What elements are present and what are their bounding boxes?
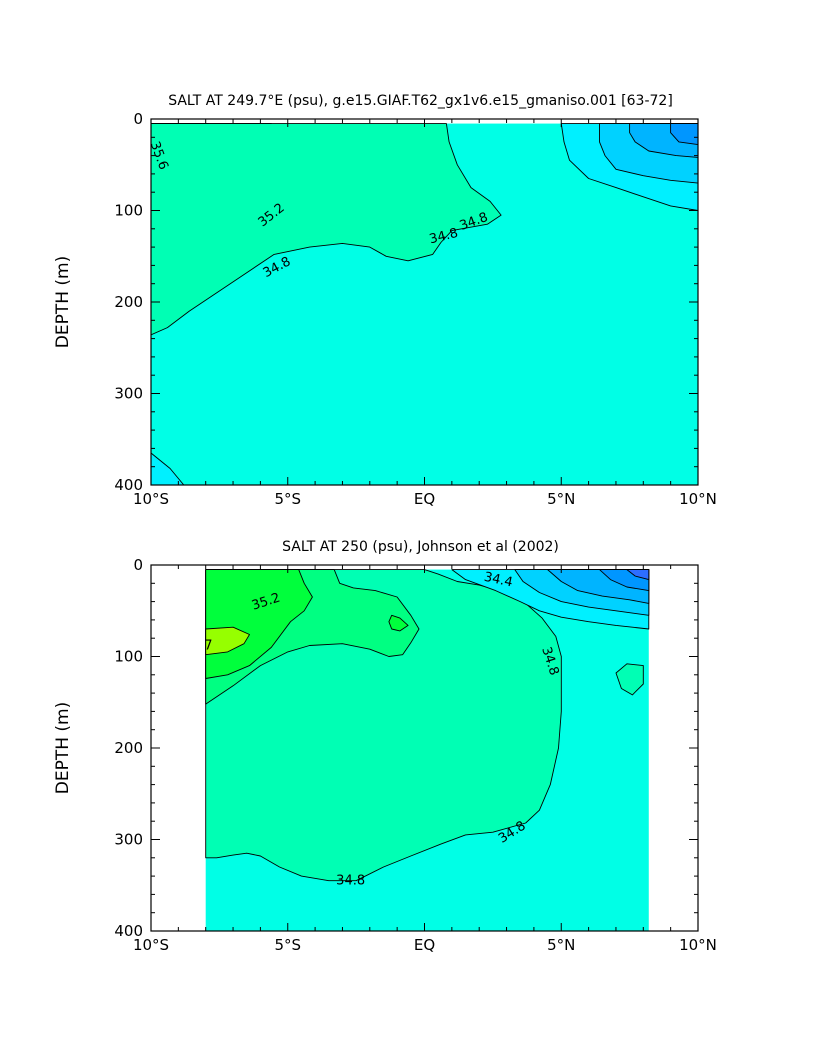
contour-region-9 <box>626 569 650 581</box>
y-tick-label: 200 <box>114 739 143 757</box>
contour-region-4 <box>388 614 409 632</box>
chart-title: SALT AT 249.7°E (psu), g.e15.GIAF.T62_gx… <box>168 93 673 109</box>
y-tick-label: 300 <box>114 385 143 403</box>
contour-region-8 <box>670 123 698 146</box>
x-tick-label: 5°N <box>547 490 575 508</box>
chart-title: SALT AT 250 (psu), Johnson et al (2002) <box>282 539 559 555</box>
contour-region-4 <box>151 123 502 336</box>
contour-region-3 <box>205 626 250 656</box>
x-tick-label: 10°N <box>679 936 717 954</box>
y-tick-label: 0 <box>133 556 143 574</box>
y-tick-label: 300 <box>114 831 143 849</box>
y-axis-label: DEPTH (m) <box>53 256 73 348</box>
y-tick-label: 200 <box>114 293 143 311</box>
x-tick-label: EQ <box>414 490 435 508</box>
contour-label-4: 34.8 <box>336 874 365 889</box>
panel-1: 35.635.234.834.834.810°S 5°S EQ 5°N 10°N0100… <box>53 93 717 508</box>
y-tick-label: 100 <box>114 202 143 220</box>
x-tick-label: 5°S <box>274 936 301 954</box>
y-tick-label: 400 <box>114 922 143 940</box>
contour-region-10 <box>615 663 644 696</box>
contour-fills <box>205 569 650 882</box>
x-tick-label: 5°N <box>547 936 575 954</box>
contour-label-5: 7 <box>204 639 212 654</box>
y-axis-label: DEPTH (m) <box>53 702 73 794</box>
y-tick-label: 100 <box>114 648 143 666</box>
contour-region-2 <box>205 569 313 679</box>
contour-label-1: 34.4 <box>483 570 514 591</box>
y-tick-label: 0 <box>133 110 143 128</box>
x-tick-label: 10°S <box>133 936 169 954</box>
x-tick-label: EQ <box>414 936 435 954</box>
y-tick-label: 400 <box>114 476 143 494</box>
contour-fills <box>151 123 698 485</box>
contour-region-9 <box>151 452 185 485</box>
x-tick-label: 5°S <box>274 490 301 508</box>
x-tick-label: 10°S <box>133 490 169 508</box>
contour-label-3: 34.8 <box>428 226 460 248</box>
x-tick-label: 10°N <box>679 490 717 508</box>
